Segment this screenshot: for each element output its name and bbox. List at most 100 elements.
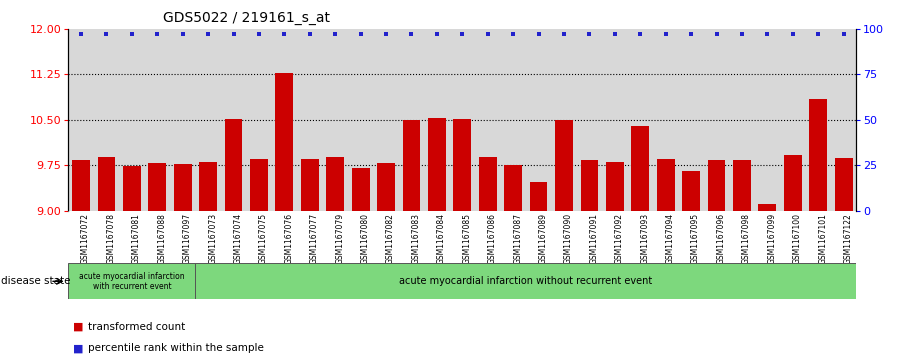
Text: ■: ■ (73, 343, 84, 354)
Text: GDS5022 / 219161_s_at: GDS5022 / 219161_s_at (163, 11, 330, 25)
Bar (580, 160, 599, 211)
Bar (72, 160, 90, 211)
Bar (377, 163, 395, 211)
Text: GSM1167095: GSM1167095 (691, 213, 701, 264)
Point (455, 32, 470, 37)
Text: GSM1167094: GSM1167094 (666, 213, 675, 264)
Text: GSM1167075: GSM1167075 (259, 213, 268, 264)
Point (811, 32, 825, 37)
Point (176, 32, 190, 37)
Point (379, 32, 394, 37)
Text: GSM1167088: GSM1167088 (158, 213, 167, 264)
Bar (123, 166, 141, 211)
Bar (783, 155, 802, 211)
Point (125, 32, 139, 37)
Bar (809, 99, 827, 211)
Text: GSM1167091: GSM1167091 (589, 213, 599, 264)
Bar (275, 73, 293, 211)
Point (200, 32, 215, 37)
Bar (251, 159, 268, 211)
Text: GSM1167100: GSM1167100 (793, 213, 802, 264)
Bar (529, 182, 548, 211)
Bar (200, 162, 217, 211)
Bar (403, 121, 420, 211)
Point (531, 32, 546, 37)
Point (506, 32, 520, 37)
Text: GSM1167086: GSM1167086 (487, 213, 496, 264)
Point (74, 32, 88, 37)
Point (710, 32, 724, 37)
Bar (657, 159, 674, 211)
Text: disease state: disease state (1, 276, 70, 286)
Bar (225, 119, 242, 211)
Text: GSM1167077: GSM1167077 (310, 213, 319, 264)
Text: GSM1167074: GSM1167074 (233, 213, 242, 264)
Text: GSM1167092: GSM1167092 (615, 213, 624, 264)
Text: GSM1167090: GSM1167090 (564, 213, 573, 264)
Text: acute myocardial infarction
with recurrent event: acute myocardial infarction with recurre… (79, 272, 185, 291)
Text: GSM1167082: GSM1167082 (386, 213, 395, 264)
Point (785, 32, 800, 37)
Point (328, 32, 343, 37)
Point (430, 32, 445, 37)
Point (734, 32, 749, 37)
Text: GSM1167097: GSM1167097 (183, 213, 191, 264)
Point (836, 32, 851, 37)
Bar (326, 157, 344, 211)
Bar (834, 158, 853, 211)
Bar (301, 159, 319, 211)
Point (277, 32, 292, 37)
Text: GSM1167122: GSM1167122 (844, 213, 853, 264)
Point (353, 32, 368, 37)
Text: GSM1167093: GSM1167093 (640, 213, 650, 264)
Point (150, 32, 165, 37)
Bar (479, 157, 496, 211)
Bar (148, 163, 166, 211)
Text: GSM1167076: GSM1167076 (284, 213, 293, 264)
Text: transformed count: transformed count (88, 322, 186, 332)
Text: GSM1167084: GSM1167084 (437, 213, 445, 264)
Text: GSM1167072: GSM1167072 (81, 213, 90, 264)
Bar (606, 162, 624, 211)
Point (633, 32, 648, 37)
Text: acute myocardial infarction without recurrent event: acute myocardial infarction without recu… (399, 276, 652, 286)
Point (302, 32, 317, 37)
Bar (174, 164, 191, 211)
Point (480, 32, 495, 37)
Bar (759, 204, 776, 211)
Point (659, 32, 673, 37)
Bar (505, 165, 522, 211)
Bar (454, 119, 471, 211)
Text: GSM1167096: GSM1167096 (717, 213, 725, 264)
Point (404, 32, 419, 37)
Point (760, 32, 774, 37)
Bar (428, 118, 445, 211)
Text: GSM1167089: GSM1167089 (538, 213, 548, 264)
Bar (682, 171, 700, 211)
Bar (631, 126, 650, 211)
Text: percentile rank within the sample: percentile rank within the sample (88, 343, 264, 354)
Point (684, 32, 699, 37)
Text: ■: ■ (73, 322, 84, 332)
Text: GSM1167098: GSM1167098 (742, 213, 751, 264)
Text: GSM1167101: GSM1167101 (818, 213, 827, 264)
Bar (196, 263, 856, 299)
Text: GSM1167079: GSM1167079 (335, 213, 344, 264)
Bar (352, 168, 370, 211)
Point (582, 32, 597, 37)
Text: GSM1167083: GSM1167083 (412, 213, 421, 264)
Text: GSM1167087: GSM1167087 (513, 213, 522, 264)
Point (557, 32, 571, 37)
Text: GSM1167073: GSM1167073 (208, 213, 217, 264)
Bar (555, 120, 573, 211)
Point (99, 32, 114, 37)
Text: GSM1167081: GSM1167081 (132, 213, 141, 264)
Point (226, 32, 241, 37)
Text: GSM1167085: GSM1167085 (462, 213, 471, 264)
Text: GSM1167080: GSM1167080 (361, 213, 370, 264)
Bar (97, 157, 116, 211)
Point (251, 32, 266, 37)
Bar (708, 160, 725, 211)
Bar (733, 160, 751, 211)
Bar (68, 263, 196, 299)
